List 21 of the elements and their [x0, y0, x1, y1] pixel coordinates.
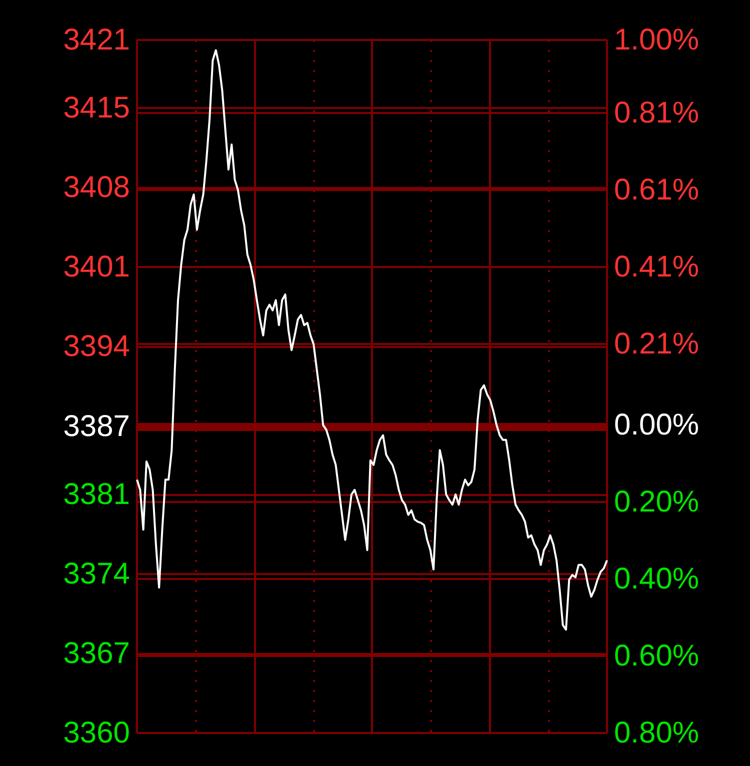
y-tick-label: 3367 [63, 636, 130, 670]
y-tick-label: 3421 [63, 24, 130, 56]
y-tick-label: 3381 [63, 478, 130, 511]
y-tick-label: 3360 [63, 716, 130, 750]
y2-tick-label: 1.00% [614, 24, 700, 56]
y-tick-label: 3408 [63, 171, 130, 204]
y-tick-label: 3387 [63, 410, 130, 443]
y2-tick-label: 0.80% [614, 716, 700, 750]
y-tick-label: 3401 [63, 250, 130, 284]
y2-tick-label: 0.60% [614, 640, 700, 672]
y2-tick-label: 0.40% [614, 562, 700, 596]
y-tick-label: 3374 [63, 557, 130, 590]
y2-tick-label: 0.21% [614, 328, 700, 361]
y2-tick-label: 0.20% [614, 486, 700, 518]
y2-tick-label: 0.81% [614, 96, 700, 130]
y-tick-label: 3394 [63, 330, 130, 364]
y2-tick-label: 0.61% [614, 174, 700, 207]
y2-tick-label: 0.41% [614, 250, 700, 284]
line-series [136, 49, 608, 631]
y2-tick-label: 0.00% [614, 408, 700, 442]
y-tick-label: 3415 [63, 92, 130, 125]
